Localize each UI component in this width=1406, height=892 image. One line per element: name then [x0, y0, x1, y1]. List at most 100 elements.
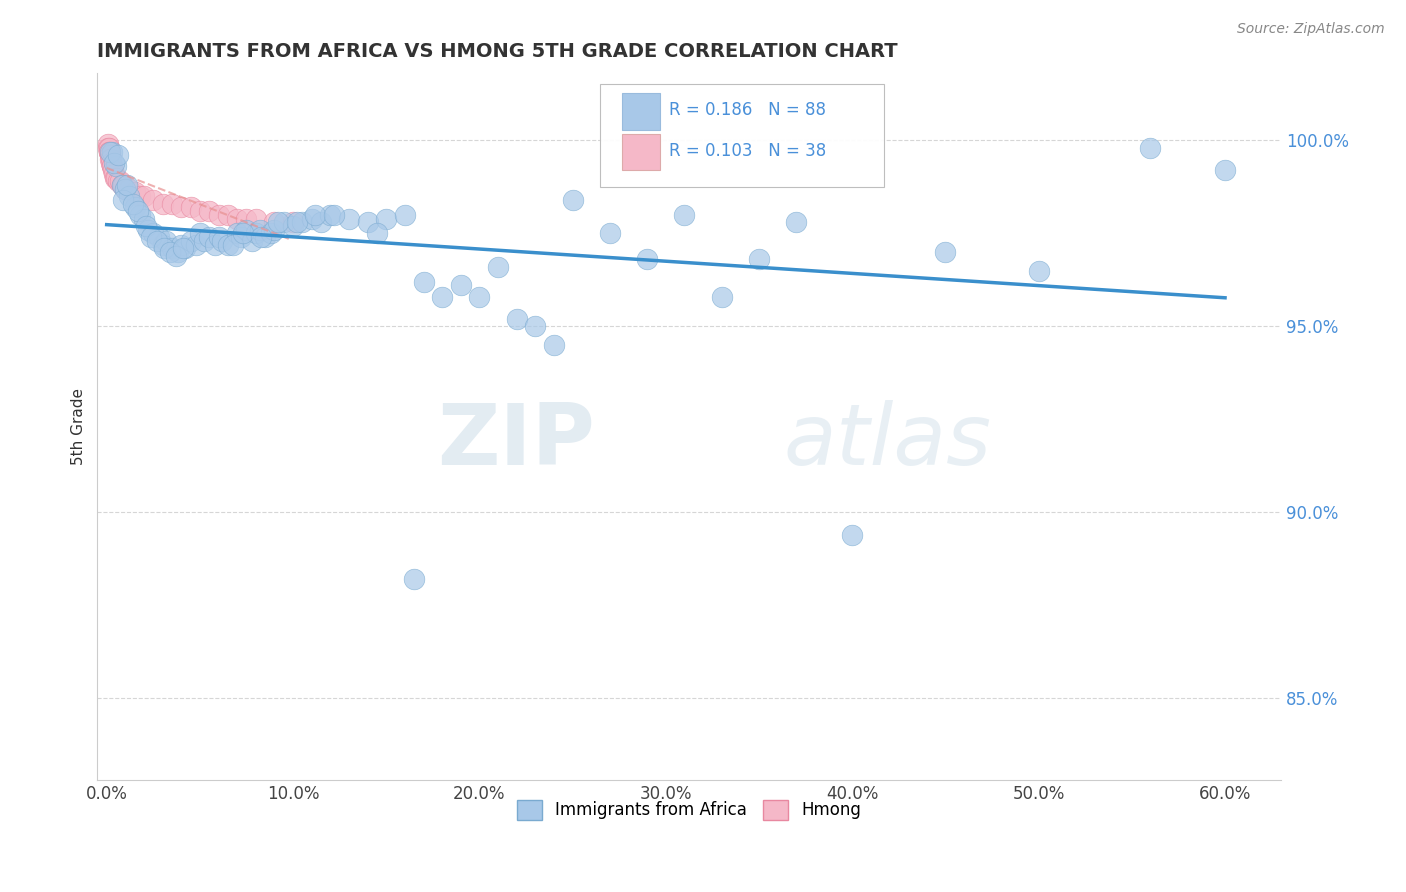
- Point: [250, 230, 273, 244]
- Point: [281, 215, 304, 229]
- Point: [104, 160, 127, 174]
- Point: [166, 245, 188, 260]
- Point: [599, 227, 621, 241]
- Point: [710, 290, 733, 304]
- Legend: Immigrants from Africa, Hmong: Immigrants from Africa, Hmong: [512, 795, 866, 825]
- Text: ZIP: ZIP: [437, 400, 595, 483]
- Point: [118, 189, 141, 203]
- Point: [129, 189, 152, 203]
- Point: [450, 278, 472, 293]
- Point: [281, 219, 304, 233]
- Point: [114, 182, 136, 196]
- Point: [97, 141, 120, 155]
- Point: [101, 160, 124, 174]
- Point: [98, 148, 121, 162]
- Point: [366, 227, 388, 241]
- Point: [254, 230, 277, 244]
- Point: [107, 148, 129, 162]
- Point: [115, 178, 138, 192]
- Point: [135, 219, 157, 233]
- Point: [121, 196, 143, 211]
- Point: [107, 174, 129, 188]
- Point: [114, 182, 136, 196]
- Point: [309, 215, 332, 229]
- Point: [142, 227, 165, 241]
- Point: [226, 227, 249, 241]
- Point: [165, 249, 187, 263]
- Point: [245, 227, 267, 241]
- Point: [103, 167, 125, 181]
- Point: [98, 145, 121, 159]
- Point: [124, 186, 146, 200]
- Point: [112, 193, 135, 207]
- FancyBboxPatch shape: [621, 134, 659, 170]
- Point: [1028, 263, 1050, 277]
- Point: [108, 174, 131, 188]
- Y-axis label: 5th Grade: 5th Grade: [72, 388, 86, 466]
- Point: [97, 137, 120, 152]
- Point: [110, 178, 132, 192]
- Point: [101, 160, 124, 174]
- Point: [172, 241, 194, 255]
- Point: [785, 215, 807, 229]
- Point: [141, 230, 163, 244]
- Point: [103, 163, 125, 178]
- Point: [249, 222, 271, 236]
- Text: Source: ZipAtlas.com: Source: ZipAtlas.com: [1237, 22, 1385, 37]
- Point: [170, 237, 193, 252]
- FancyBboxPatch shape: [600, 84, 884, 186]
- Point: [159, 245, 181, 260]
- Point: [412, 275, 434, 289]
- Point: [636, 252, 658, 267]
- Point: [673, 208, 696, 222]
- Point: [561, 193, 583, 207]
- Point: [100, 152, 122, 166]
- Point: [160, 241, 183, 255]
- Point: [193, 234, 215, 248]
- Point: [104, 170, 127, 185]
- Point: [186, 237, 208, 252]
- Point: [748, 252, 770, 267]
- Point: [543, 338, 565, 352]
- Point: [291, 215, 314, 229]
- Point: [207, 230, 229, 244]
- Text: atlas: atlas: [783, 400, 991, 483]
- Point: [132, 211, 155, 226]
- Point: [267, 215, 290, 229]
- Point: [188, 227, 211, 241]
- Point: [232, 227, 254, 241]
- Point: [240, 234, 263, 248]
- Point: [217, 208, 239, 222]
- Point: [112, 178, 135, 192]
- Point: [304, 208, 326, 222]
- Point: [841, 528, 863, 542]
- Point: [524, 319, 547, 334]
- Point: [188, 204, 211, 219]
- Point: [207, 208, 229, 222]
- Point: [222, 237, 245, 252]
- Point: [100, 145, 122, 159]
- Point: [132, 189, 155, 203]
- Point: [404, 573, 426, 587]
- Point: [155, 234, 177, 248]
- Point: [118, 182, 141, 196]
- Point: [170, 200, 193, 214]
- Point: [486, 260, 509, 274]
- Text: R = 0.186   N = 88: R = 0.186 N = 88: [669, 101, 827, 120]
- Point: [153, 241, 176, 255]
- Point: [180, 234, 202, 248]
- Point: [285, 215, 308, 229]
- Point: [204, 237, 226, 252]
- Point: [160, 196, 183, 211]
- Point: [356, 215, 378, 229]
- Point: [198, 204, 221, 219]
- Point: [375, 211, 398, 226]
- Point: [127, 204, 149, 219]
- Point: [301, 211, 323, 226]
- Text: R = 0.103   N = 38: R = 0.103 N = 38: [669, 142, 827, 161]
- Point: [146, 234, 169, 248]
- Point: [229, 230, 252, 244]
- Point: [174, 241, 197, 255]
- FancyBboxPatch shape: [621, 94, 659, 130]
- Point: [468, 290, 491, 304]
